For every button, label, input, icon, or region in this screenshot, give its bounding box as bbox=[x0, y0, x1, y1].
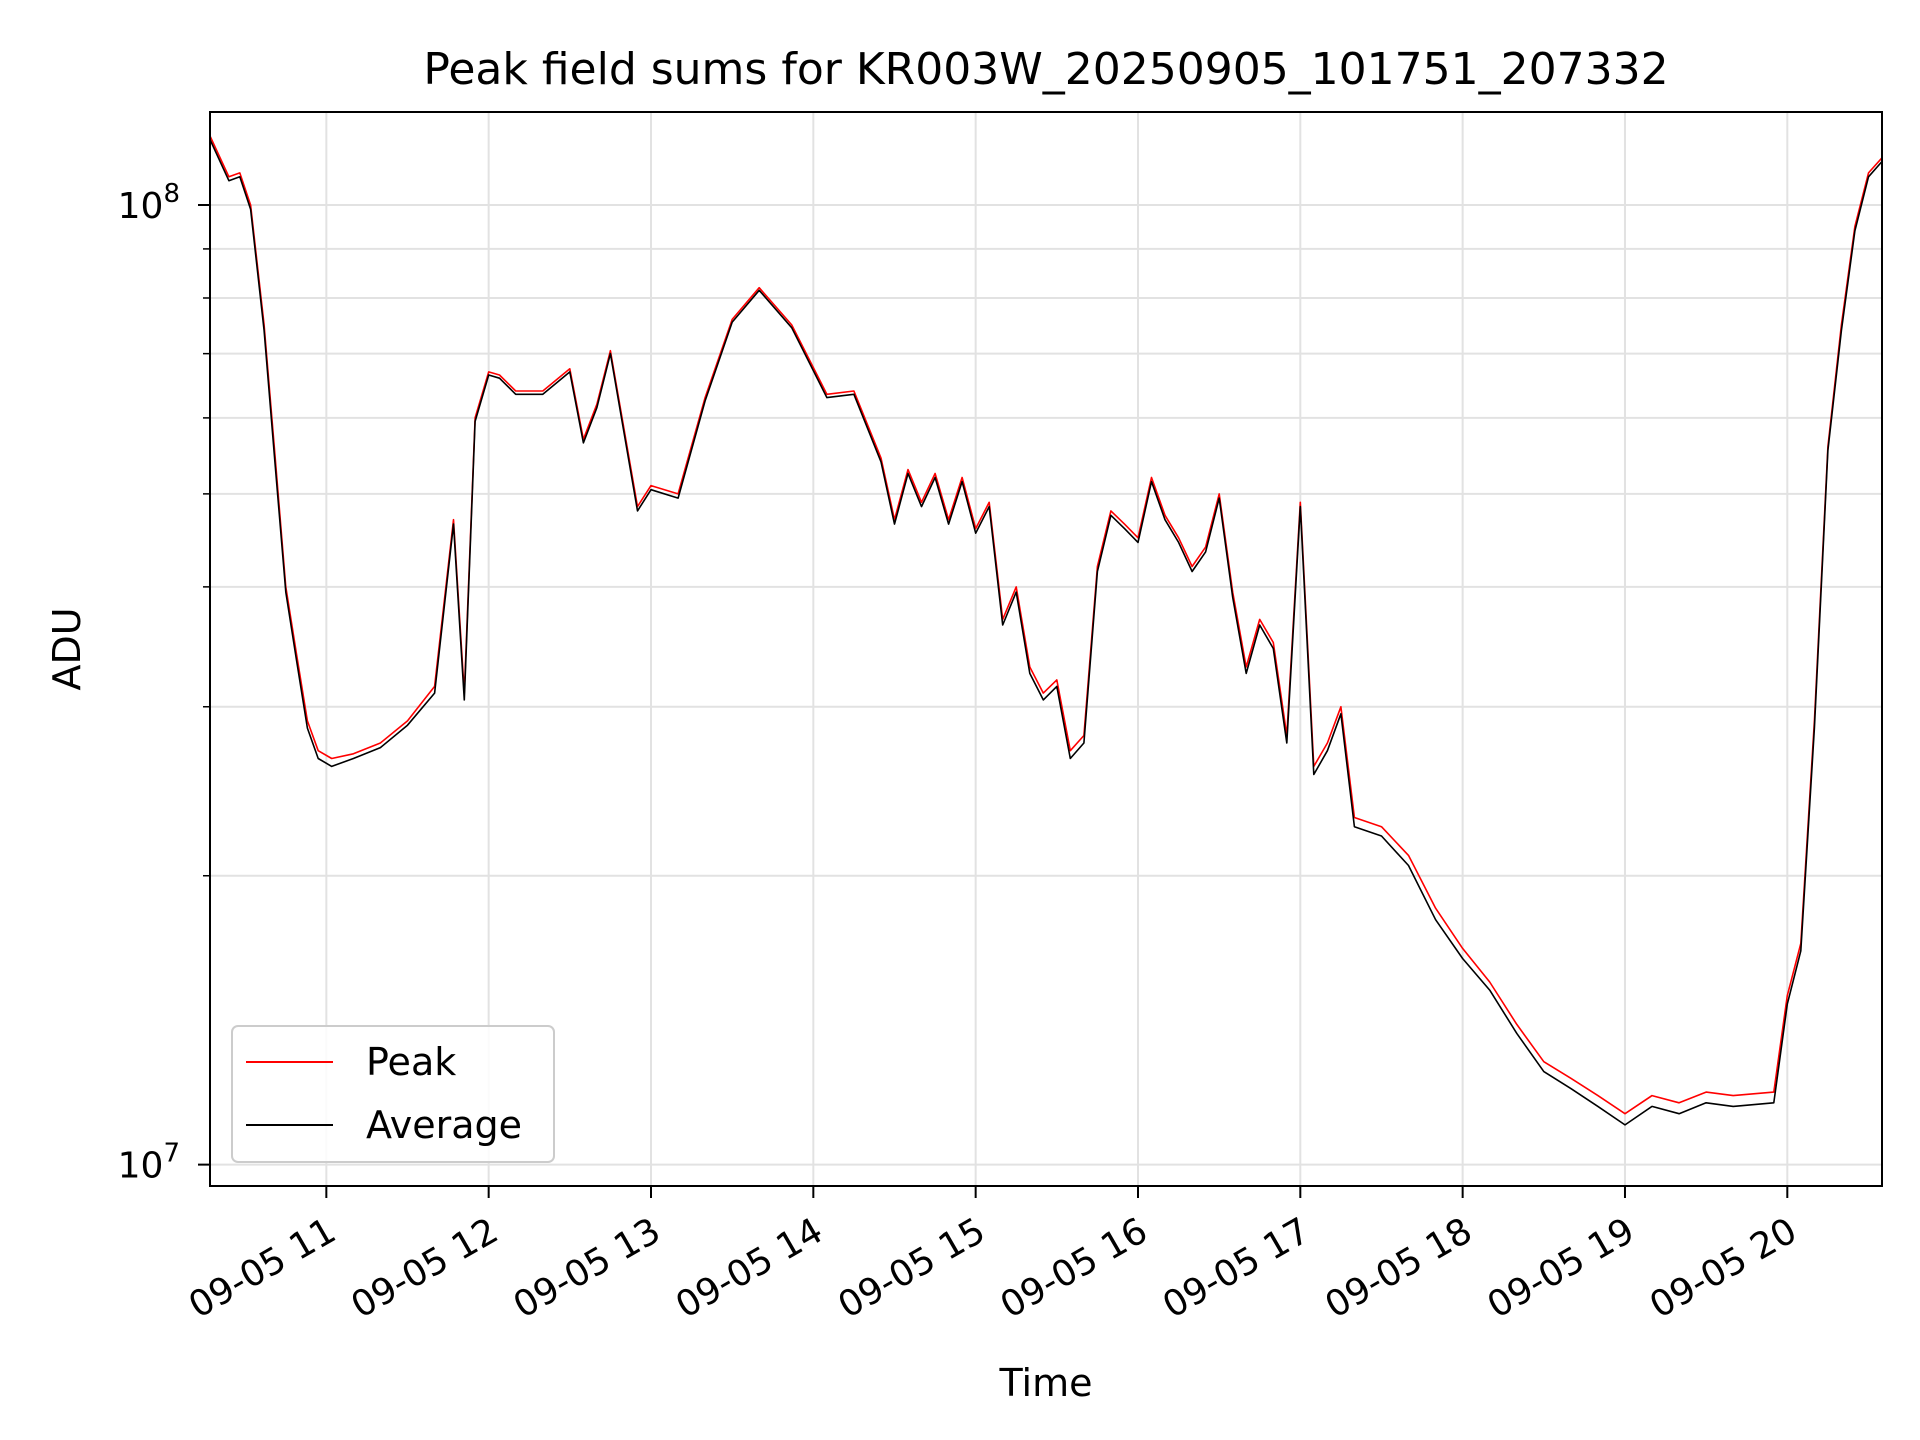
legend-box bbox=[231, 1025, 555, 1163]
y-axis-label: ADU bbox=[45, 607, 89, 690]
chart-title: Peak field sums for KR003W_20250905_1017… bbox=[423, 44, 1668, 95]
x-axis-label: Time bbox=[999, 1361, 1093, 1405]
legend-peak-label: Peak bbox=[366, 1040, 456, 1084]
legend: Peak Average bbox=[231, 1025, 555, 1163]
plot-area bbox=[209, 135, 1883, 1126]
y-axis: 107 108 bbox=[118, 179, 210, 1187]
y-tick-label: 108 bbox=[118, 179, 180, 227]
y-tick-label: 107 bbox=[118, 1139, 180, 1187]
plot-frame bbox=[209, 111, 1883, 1187]
grid-lines bbox=[210, 112, 1882, 1186]
series-line-average bbox=[209, 139, 1883, 1126]
legend-average-label: Average bbox=[366, 1103, 522, 1147]
